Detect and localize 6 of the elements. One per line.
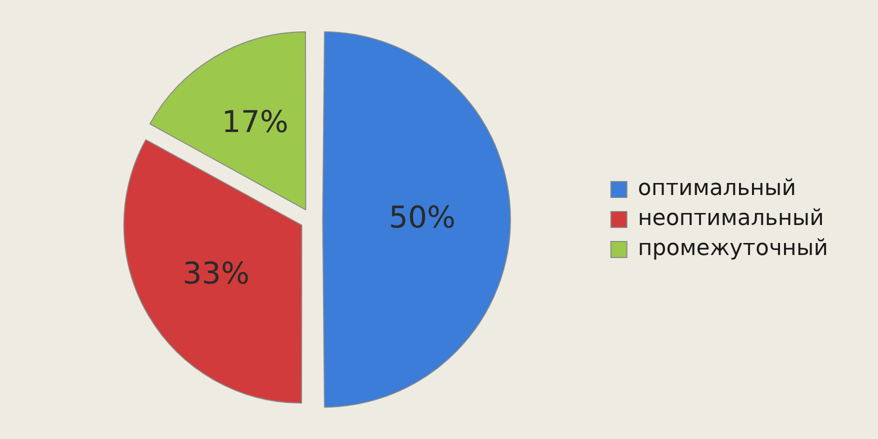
legend-label: промежуточный (638, 236, 828, 262)
data-label: 17% (222, 104, 288, 140)
legend-label: неоптимальный (638, 206, 824, 232)
data-label: 50% (388, 200, 456, 236)
legend-label: оптимальный (638, 176, 796, 202)
data-label: 33% (182, 256, 250, 292)
